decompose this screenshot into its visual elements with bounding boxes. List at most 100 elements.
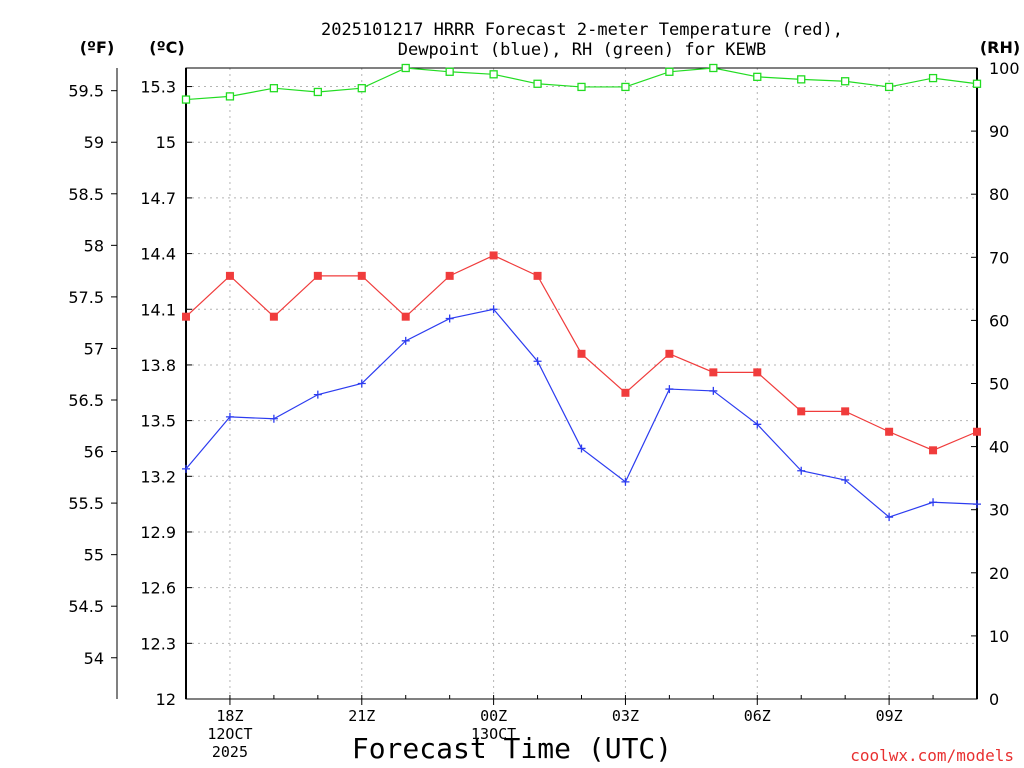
rh-tick-label: 70	[989, 248, 1009, 267]
dewpoint-point	[225, 412, 234, 421]
fahrenheit-tick-label: 59.5	[68, 82, 104, 101]
dewpoint-point	[357, 379, 366, 388]
dewpoint-point	[577, 444, 586, 453]
time-tick-label: 03Z	[612, 707, 639, 725]
dewpoint-point	[445, 314, 454, 323]
dewpoint-point	[182, 464, 190, 473]
rh-tick-label: 40	[989, 438, 1009, 457]
rh-point	[841, 77, 850, 86]
rh-tick-label: 100	[989, 59, 1020, 78]
dewpoint-point	[709, 386, 718, 395]
time-tick-label: 06Z	[744, 707, 771, 725]
fahrenheit-unit-label: (ºF)	[80, 38, 115, 57]
credit-text: coolwx.com/models	[850, 746, 1014, 765]
time-tick-label: 18Z	[216, 707, 243, 725]
fahrenheit-tick-label: 59	[84, 133, 104, 152]
temperature-point	[182, 312, 190, 321]
temperature-point	[269, 312, 278, 321]
dewpoint-point	[489, 305, 498, 314]
series-lines	[181, 63, 982, 522]
temperature-point	[973, 427, 981, 436]
fahrenheit-tick-label: 55.5	[68, 494, 104, 513]
dewpoint-point	[929, 498, 938, 507]
rh-point	[533, 79, 542, 88]
celsius-tick-label: 12	[156, 690, 176, 709]
fahrenheit-tick-label: 58.5	[68, 185, 104, 204]
fahrenheit-tick-label: 56.5	[68, 391, 104, 410]
dewpoint-point	[797, 466, 806, 475]
rh-unit-label: (RH)	[980, 38, 1020, 57]
rh-tick-label: 60	[989, 311, 1009, 330]
chart-subtitle: Dewpoint (blue), RH (green) for KEWB	[398, 40, 766, 60]
rh-point	[445, 67, 454, 76]
rh-point	[357, 84, 366, 93]
temperature-point	[357, 271, 366, 280]
temperature-point	[401, 312, 410, 321]
temperature-point	[929, 446, 938, 455]
celsius-tick-label: 12.6	[140, 579, 176, 598]
fahrenheit-tick-label: 58	[84, 236, 104, 255]
time-tick-label: 13OCT	[471, 725, 516, 743]
dewpoint-line	[185, 308, 978, 518]
rh-point	[269, 84, 279, 93]
rh-point	[225, 92, 235, 101]
fahrenheit-tick-label: 54	[84, 649, 104, 668]
rh-tick-label: 20	[989, 564, 1009, 583]
rh-tick-label: 90	[989, 122, 1009, 141]
rh-point	[928, 73, 938, 83]
dewpoint-point	[973, 500, 981, 509]
rh-point	[313, 87, 322, 97]
dewpoint-point	[313, 390, 322, 399]
temperature-point	[709, 368, 718, 377]
rh-tick-label: 0	[989, 690, 999, 709]
temperature-point	[797, 407, 806, 416]
plot-frame	[185, 67, 978, 700]
rh-point	[884, 82, 894, 92]
tick-labels: 12 12.3 12.6 12.9 13.2 13.5 13.8 14.1 14.4 14.7 15…	[68, 59, 1019, 761]
dewpoint-point	[885, 513, 894, 522]
celsius-tick-label: 12.3	[140, 634, 176, 653]
axes	[111, 67, 978, 705]
dewpoint-point	[533, 357, 542, 366]
rh-point	[401, 63, 410, 73]
time-tick-label: 2025	[212, 743, 248, 761]
grid	[186, 68, 977, 700]
rh-tick-label: 50	[989, 375, 1009, 394]
celsius-tick-label: 13.8	[140, 356, 176, 375]
time-tick-label: 12OCT	[207, 725, 252, 743]
rh-tick-label: 80	[989, 185, 1009, 204]
celsius-tick-label: 15	[156, 133, 176, 152]
celsius-tick-label: 14.1	[140, 300, 176, 319]
celsius-tick-label: 15.3	[140, 78, 176, 97]
x-axis-label: Forecast Time (UTC)	[352, 732, 672, 765]
temperature-point	[577, 349, 586, 358]
fahrenheit-tick-label: 56	[84, 443, 104, 462]
dewpoint-point	[401, 336, 410, 345]
rh-point	[181, 95, 191, 104]
celsius-tick-label: 12.9	[140, 523, 176, 542]
fahrenheit-tick-label: 54.5	[68, 597, 104, 616]
temperature-point	[445, 271, 454, 280]
celsius-tick-label: 14.4	[140, 245, 176, 264]
dewpoint-point	[621, 477, 630, 486]
dewpoint-point	[665, 385, 674, 394]
time-tick-label: 00Z	[480, 707, 507, 725]
fahrenheit-tick-label: 57.5	[68, 288, 104, 307]
rh-point	[753, 72, 762, 81]
celsius-unit-label: (ºC)	[149, 38, 184, 57]
rh-point	[797, 75, 806, 84]
dewpoint-point	[841, 476, 850, 485]
rh-point	[709, 63, 718, 73]
temperature-point	[753, 368, 762, 377]
fahrenheit-tick-label: 57	[84, 339, 104, 358]
rh-point	[621, 82, 630, 92]
temperature-point	[533, 271, 542, 280]
dewpoint-point	[753, 420, 762, 429]
celsius-tick-label: 13.2	[140, 467, 176, 486]
celsius-tick-label: 13.5	[140, 412, 176, 431]
temperature-point	[885, 427, 894, 436]
rh-point	[665, 67, 674, 76]
rh-point	[489, 70, 498, 79]
rh-tick-label: 30	[989, 501, 1009, 520]
